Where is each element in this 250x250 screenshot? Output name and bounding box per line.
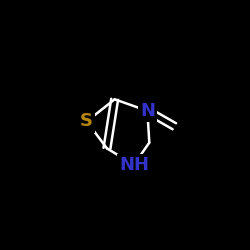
Text: N: N — [140, 102, 155, 120]
Text: NH: NH — [119, 156, 149, 174]
Text: S: S — [80, 112, 93, 130]
